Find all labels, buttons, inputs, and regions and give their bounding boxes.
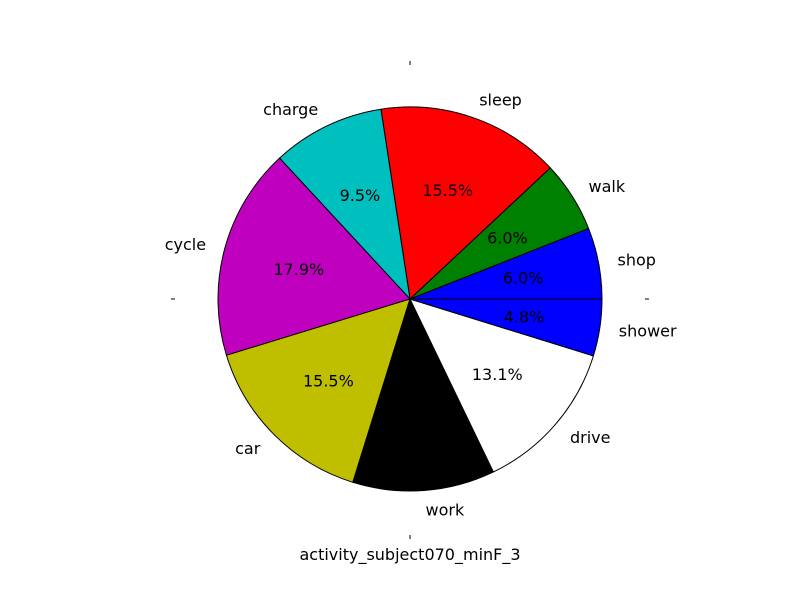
pie-slice-car	[225, 298, 411, 483]
slice-label-walk: walk	[589, 177, 626, 196]
pie-slice-cycle	[217, 157, 411, 356]
slice-label-drive: drive	[570, 428, 611, 447]
slice-percent-drive: 13.1%	[472, 365, 523, 384]
x-axis-label: activity_subject070_minF_3	[299, 545, 520, 565]
pie-slices	[217, 106, 603, 492]
pie-slice-charge	[279, 108, 411, 300]
pie-slice-drive	[409, 298, 594, 473]
slice-percent-car: 15.5%	[303, 371, 354, 390]
slice-percent-walk: 6.0%	[487, 228, 528, 247]
slice-percent-shower: 4.8%	[504, 307, 545, 326]
slice-percent-shop: 6.0%	[503, 269, 544, 288]
slice-label-work: work	[426, 501, 465, 520]
slice-percent-sleep: 15.5%	[422, 181, 473, 200]
slice-label-sleep: sleep	[479, 90, 522, 109]
slice-percent-charge: 9.5%	[340, 186, 381, 205]
slice-label-shower: shower	[619, 322, 677, 341]
pie-labels: shop 6.0% walk 6.0% sleep 15.5% charge 9.5% cycl…	[165, 90, 677, 519]
pie-slice-sleep	[380, 106, 551, 300]
slice-label-cycle: cycle	[165, 235, 206, 254]
pie-slice-shower	[409, 298, 603, 357]
slice-percent-cycle: 17.9%	[273, 260, 324, 279]
slice-label-car: car	[235, 439, 261, 458]
slice-label-charge: charge	[263, 100, 318, 119]
slice-label-shop: shop	[618, 251, 656, 270]
pie-slice-work	[352, 298, 494, 492]
